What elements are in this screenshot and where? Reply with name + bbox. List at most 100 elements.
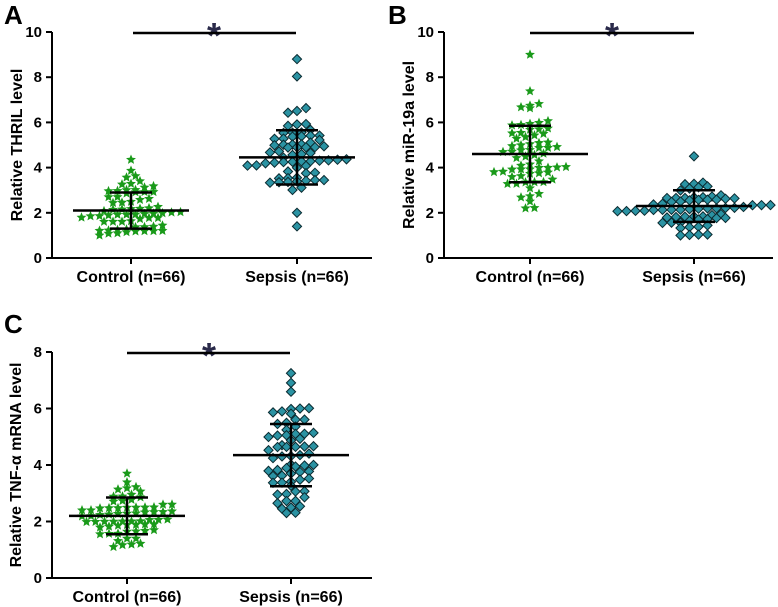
data-point-diamond-c xyxy=(276,406,288,417)
data-point-star-b xyxy=(529,130,540,140)
data-point-star-c xyxy=(95,503,105,513)
data-point-diamond-b xyxy=(684,229,695,241)
data-point-star-b xyxy=(534,162,544,172)
data-point-diamond-a xyxy=(282,176,294,188)
data-point-diamond-a xyxy=(296,182,307,193)
data-point-diamond-c xyxy=(294,474,306,486)
data-point-star-c xyxy=(135,538,146,548)
data-point-diamond-a xyxy=(273,146,285,157)
data-point-star-b xyxy=(525,86,535,96)
x-category-control-b: Control (n=66) xyxy=(476,269,585,286)
data-point-diamond-c xyxy=(285,386,297,398)
data-point-star-b xyxy=(525,190,535,201)
panel-c: C Relative TNF-α mRNA level Control (n=6… xyxy=(4,309,372,606)
data-point-star-b xyxy=(543,115,553,126)
data-point-star-c xyxy=(117,539,128,550)
data-point-diamond-c xyxy=(308,459,319,471)
data-point-diamond-c xyxy=(290,461,301,472)
data-point-star-a xyxy=(108,197,118,208)
y-tick-label-b-4: 4 xyxy=(426,160,435,177)
data-point-diamond-a xyxy=(309,141,321,153)
data-point-diamond-b xyxy=(621,205,632,217)
data-point-star-a xyxy=(139,208,150,219)
data-point-diamond-b xyxy=(648,204,659,216)
y-tick-label-c-8: 8 xyxy=(34,344,42,361)
data-point-star-c xyxy=(158,506,168,517)
data-point-star-a xyxy=(144,193,154,203)
data-point-star-a xyxy=(126,165,136,175)
data-point-star-c xyxy=(140,502,150,512)
data-point-diamond-a xyxy=(314,134,325,146)
data-point-diamond-b xyxy=(729,193,740,204)
data-point-star-c xyxy=(126,539,137,549)
data-point-star-c xyxy=(149,524,159,535)
data-point-diamond-c xyxy=(285,408,297,420)
data-point-diamond-b xyxy=(711,212,722,224)
data-point-star-b xyxy=(520,151,531,161)
data-point-diamond-c xyxy=(294,403,306,414)
data-point-star-a xyxy=(126,154,136,164)
data-point-star-c xyxy=(144,514,155,525)
data-point-star-b xyxy=(534,188,544,199)
data-point-star-c xyxy=(113,502,123,513)
data-point-star-a xyxy=(112,191,123,202)
data-point-star-a xyxy=(135,213,145,224)
data-point-diamond-a xyxy=(318,174,330,186)
y-tick-label-c-6: 6 xyxy=(34,401,42,418)
data-point-star-a xyxy=(108,216,118,226)
data-point-diamond-b xyxy=(720,212,731,224)
data-point-star-c xyxy=(162,514,173,524)
data-point-diamond-c xyxy=(276,451,288,462)
data-point-diamond-a xyxy=(291,207,303,219)
data-point-diamond-c xyxy=(299,441,310,452)
data-point-star-c xyxy=(122,482,132,493)
panel-b: B Relative miR-19a level Control (n=66) … xyxy=(388,0,776,286)
data-point-star-b xyxy=(543,123,553,133)
data-point-diamond-c xyxy=(303,473,315,484)
data-point-diamond-b xyxy=(630,205,641,217)
y-tick-label-c-2: 2 xyxy=(34,514,42,531)
data-point-diamond-a xyxy=(287,184,298,196)
data-point-star-c xyxy=(113,484,123,494)
data-point-diamond-b xyxy=(697,191,709,203)
data-point-diamond-a xyxy=(260,157,271,169)
x-category-sepsis-a: Sepsis (n=66) xyxy=(245,269,349,286)
data-point-diamond-c xyxy=(272,441,283,453)
data-point-star-a xyxy=(117,197,127,207)
data-point-diamond-c xyxy=(267,407,279,418)
data-point-diamond-c xyxy=(290,507,301,519)
data-point-star-a xyxy=(148,225,159,236)
data-point-diamond-c xyxy=(303,402,315,414)
data-point-star-b xyxy=(552,162,562,172)
y-tick-label-b-2: 2 xyxy=(426,205,434,222)
data-point-star-a xyxy=(157,225,168,235)
data-point-star-b xyxy=(529,202,540,213)
data-point-diamond-a xyxy=(282,107,294,119)
data-point-star-a xyxy=(103,191,114,202)
data-point-diamond-b xyxy=(756,199,767,211)
data-point-star-c xyxy=(113,520,123,530)
data-point-star-c xyxy=(149,506,159,517)
data-point-star-c xyxy=(167,499,177,509)
data-point-star-b xyxy=(525,102,535,113)
data-point-star-c xyxy=(135,486,146,496)
y-tick-label-a-2: 2 xyxy=(34,205,42,222)
data-point-diamond-c xyxy=(308,440,319,452)
data-point-diamond-c xyxy=(290,441,301,453)
data-point-star-c xyxy=(140,507,150,517)
data-point-diamond-a xyxy=(341,153,352,165)
significance-asterisk-c: * xyxy=(202,335,216,376)
data-point-star-a xyxy=(99,216,109,226)
y-tick-label-b-6: 6 xyxy=(426,114,434,131)
data-point-star-b xyxy=(502,178,513,189)
y-tick-label-b-10: 10 xyxy=(417,24,434,41)
data-point-diamond-b xyxy=(675,230,686,241)
data-point-diamond-a xyxy=(264,177,276,189)
data-point-diamond-c xyxy=(272,489,283,500)
data-point-star-a xyxy=(135,175,145,186)
data-point-star-c xyxy=(126,494,137,504)
data-point-star-a xyxy=(121,209,132,219)
data-point-star-b xyxy=(525,49,535,59)
data-point-star-a xyxy=(121,172,132,182)
data-point-star-a xyxy=(130,226,141,236)
